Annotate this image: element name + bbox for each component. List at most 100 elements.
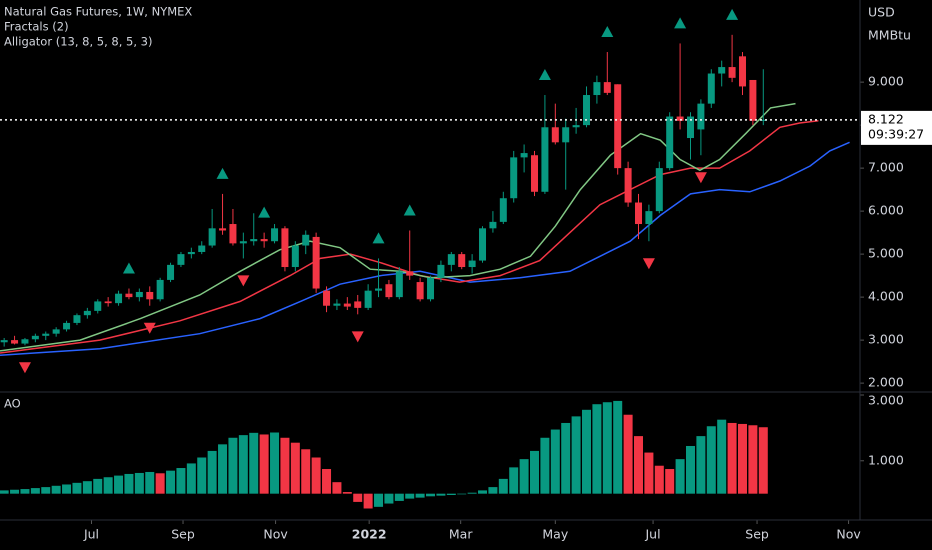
ao-bar [717, 419, 727, 494]
ao-bar [207, 450, 217, 494]
ao-bar [415, 493, 425, 498]
ao-bar [613, 400, 623, 494]
candle-body [21, 339, 29, 344]
candle-body [167, 264, 175, 280]
ao-bar [530, 450, 540, 494]
ao-bar [218, 444, 228, 494]
ao-bar [259, 434, 269, 494]
candle-body [572, 125, 580, 128]
candle-body [385, 284, 393, 298]
ao-bar [426, 493, 436, 497]
ao-bar [280, 437, 290, 494]
candle-body [447, 254, 455, 265]
alligator-line [0, 141, 850, 356]
ao-bar [509, 467, 519, 494]
ao-bar [696, 436, 706, 494]
alligator-line [0, 102, 796, 352]
candle-body [728, 67, 736, 78]
fractal-down [237, 275, 250, 287]
candle-body [343, 303, 351, 307]
ao-bar [737, 423, 747, 494]
ao-bar [363, 493, 373, 509]
candle-body [333, 303, 341, 306]
candle-body [219, 228, 227, 231]
ao-bar [301, 449, 311, 494]
candle-body [499, 198, 507, 222]
ao-bar [353, 493, 363, 502]
candle-body [406, 271, 414, 276]
ao-bar [665, 469, 675, 494]
candle-body [364, 290, 372, 308]
ao-bar [176, 468, 186, 494]
candle-body [260, 239, 268, 242]
price-tag [861, 110, 932, 145]
candle-body [738, 56, 746, 87]
price-pane [0, 8, 860, 374]
ao-bar [706, 426, 716, 494]
candle-body [94, 301, 102, 311]
fractal-up [372, 232, 385, 244]
fractals-legend[interactable]: Fractals (2) [4, 20, 69, 34]
ao-bar [498, 478, 508, 494]
ao-bar [228, 437, 238, 494]
ao-bar [290, 442, 300, 494]
ao-bar [571, 416, 581, 494]
ao-bar [602, 402, 612, 494]
candle-body [593, 82, 601, 96]
ao-bar [82, 481, 92, 494]
ao-legend[interactable]: AO [4, 397, 21, 411]
ao-bar [478, 490, 488, 494]
countdown-label: 09:39:27 [868, 126, 924, 141]
candle-body [520, 153, 528, 158]
ao-bar [0, 490, 9, 494]
candle-body [541, 127, 549, 192]
fractal-up [538, 69, 551, 81]
candle-body [156, 279, 164, 300]
y-tick-label: 7.000 [868, 160, 904, 175]
candle-body [291, 245, 299, 268]
ao-bar [10, 489, 20, 494]
fractal-up [258, 206, 271, 218]
ao-bar [72, 482, 82, 494]
fractal-down [351, 331, 364, 343]
candle-body [437, 264, 445, 278]
ao-bar [685, 445, 695, 494]
ao-bar [197, 457, 207, 494]
fractal-down [642, 258, 655, 270]
candle-body [271, 228, 279, 242]
ao-pane [0, 400, 768, 509]
candle-body [551, 127, 559, 143]
ao-bar [582, 409, 592, 494]
candle-body [562, 127, 570, 143]
ao-bar [457, 493, 467, 495]
ao-bar [394, 493, 404, 501]
alligator-legend[interactable]: Alligator (13, 8, 5, 8, 5, 3) [4, 35, 152, 49]
ao-bar [93, 478, 103, 494]
fractal-up [403, 204, 416, 216]
ao-bar [727, 422, 737, 494]
candle-body [375, 288, 383, 291]
ao-bar [134, 472, 144, 494]
ao-bar [748, 425, 758, 494]
candle-body [718, 67, 726, 74]
x-tick-label: Nov [263, 527, 288, 542]
candle-body [707, 73, 715, 104]
candle-body [146, 291, 154, 300]
ao-bar [675, 459, 685, 494]
candle-body [83, 310, 91, 316]
ao-bar [124, 473, 134, 494]
candle-body [73, 315, 81, 323]
candle-body [624, 168, 632, 203]
candle-body [312, 236, 320, 289]
ao-bar [758, 427, 768, 494]
candle-body [489, 221, 497, 229]
candle-body [686, 116, 694, 139]
candle-body [31, 335, 39, 340]
x-tick-label: Sep [171, 527, 195, 542]
symbol-title[interactable]: Natural Gas Futures, 1W, NYMEX [4, 5, 192, 19]
x-tick-label: Nov [836, 527, 861, 542]
ao-bar [384, 493, 394, 504]
y-tick-label: 4.000 [868, 289, 904, 304]
